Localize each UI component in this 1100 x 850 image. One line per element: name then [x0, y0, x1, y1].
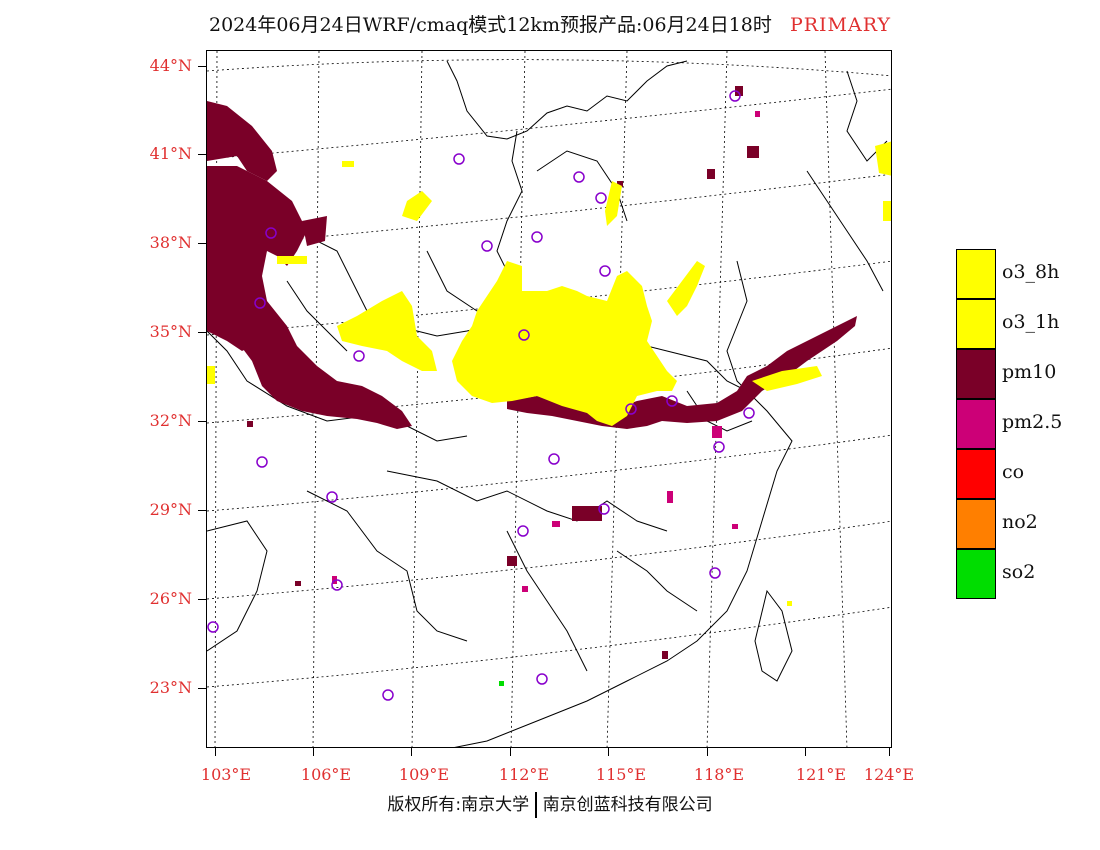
forecast-map	[206, 50, 892, 748]
lat-label-23: 23°N	[149, 678, 192, 697]
map-title: 2024年06月24日WRF/cmaq模式12km预报产品:06月24日18时 …	[0, 10, 1100, 37]
legend-swatch	[956, 249, 996, 299]
lat-tick	[198, 66, 206, 67]
lon-label-109: 109°E	[398, 765, 450, 784]
lat-tick	[198, 599, 206, 600]
lon-tick	[313, 748, 314, 756]
footer-separator	[535, 792, 537, 818]
title-text: 2024年06月24日WRF/cmaq模式12km预报产品:06月24日18时	[208, 14, 772, 36]
lon-tick	[608, 748, 609, 756]
lat-label-35: 35°N	[149, 322, 192, 341]
legend-swatch	[956, 549, 996, 599]
legend-swatch	[956, 299, 996, 349]
lat-label-26: 26°N	[149, 589, 192, 608]
lon-label-115: 115°E	[595, 765, 647, 784]
legend-label: so2	[1002, 561, 1036, 583]
legend-label: o3_8h	[1002, 261, 1060, 283]
lon-label-118: 118°E	[693, 765, 745, 784]
lat-label-41: 41°N	[149, 144, 192, 163]
copyright-footer: 版权所有:南京大学 南京创蓝科技有限公司	[0, 790, 1100, 818]
legend-label: pm2.5	[1002, 411, 1063, 433]
lon-tick	[411, 748, 412, 756]
copyright-owner: 版权所有:南京大学	[387, 795, 530, 815]
lon-tick	[805, 748, 806, 756]
lat-label-29: 29°N	[149, 500, 192, 519]
lon-label-121: 121°E	[795, 765, 847, 784]
boundaries	[207, 60, 888, 747]
lat-tick	[198, 154, 206, 155]
legend-label: pm10	[1002, 361, 1057, 383]
primary-tag: PRIMARY	[789, 14, 891, 36]
lat-tick	[198, 243, 206, 244]
legend-label: co	[1002, 461, 1025, 483]
lat-label-44: 44°N	[149, 56, 192, 75]
station-markers	[207, 90, 755, 701]
so2-area	[499, 681, 504, 686]
lon-tick	[510, 748, 511, 756]
legend-swatch	[956, 349, 996, 399]
lat-label-32: 32°N	[149, 411, 192, 430]
lon-label-124: 124°E	[863, 765, 915, 784]
lon-label-103: 103°E	[200, 765, 252, 784]
lat-tick	[198, 688, 206, 689]
lat-label-38: 38°N	[149, 233, 192, 252]
o3-areas	[207, 141, 891, 606]
copyright-company: 南京创蓝科技有限公司	[542, 795, 713, 815]
lon-label-112: 112°E	[498, 765, 550, 784]
legend-swatch	[956, 399, 996, 449]
lon-tick	[889, 748, 890, 756]
lon-label-106: 106°E	[300, 765, 352, 784]
lon-tick	[707, 748, 708, 756]
legend-label: o3_1h	[1002, 311, 1060, 333]
legend-swatch	[956, 499, 996, 549]
legend-label: no2	[1002, 511, 1038, 533]
lat-tick	[198, 421, 206, 422]
lat-tick	[198, 510, 206, 511]
lon-tick	[215, 748, 216, 756]
legend-swatch	[956, 449, 996, 499]
lat-tick	[198, 332, 206, 333]
map-canvas	[207, 51, 891, 747]
